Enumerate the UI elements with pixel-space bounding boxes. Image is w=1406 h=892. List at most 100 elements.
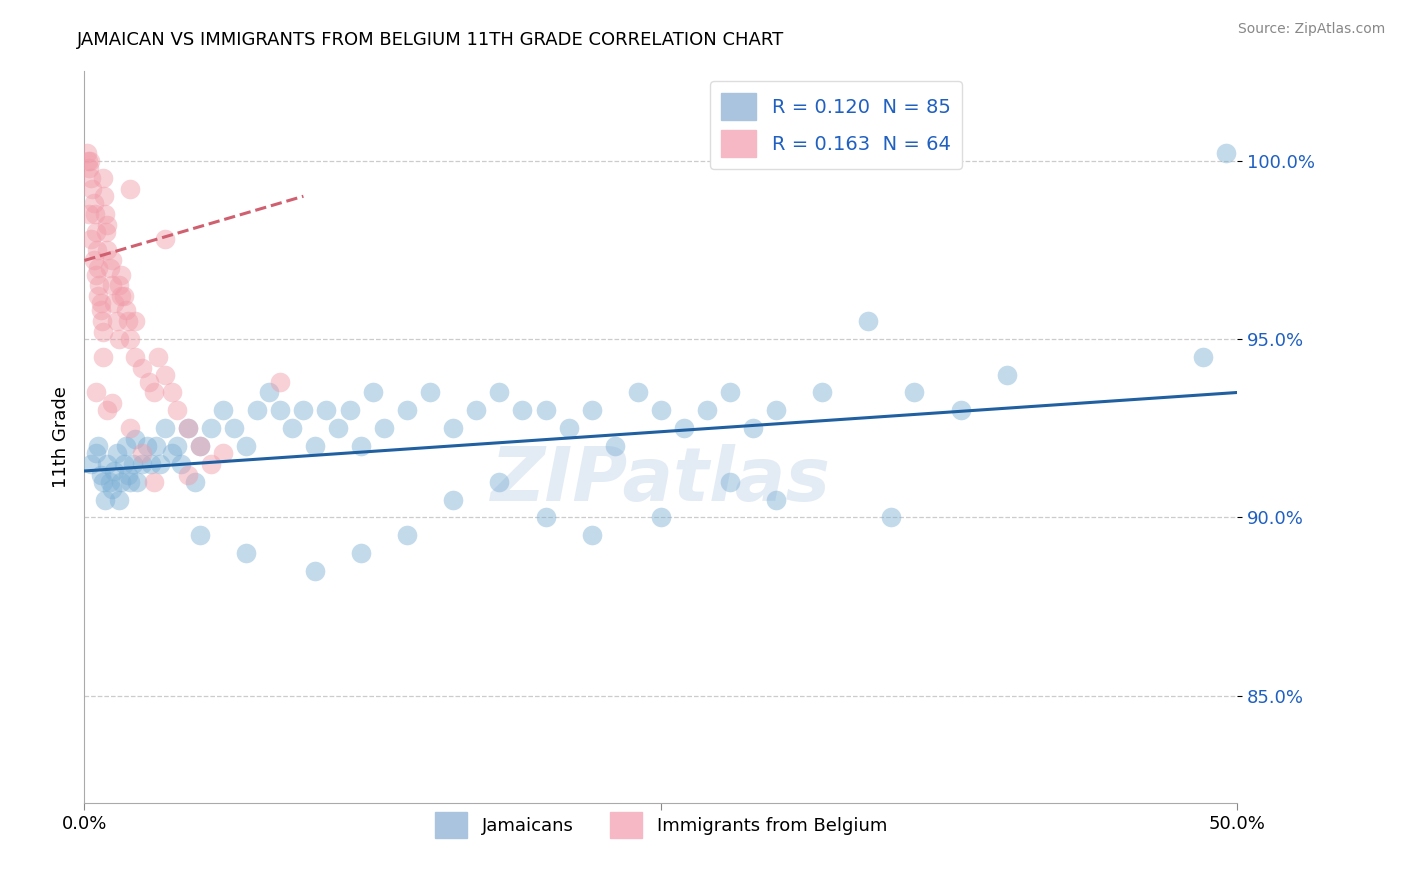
Point [138,375,160,389]
Point [124,350,146,364]
Point [142,385,165,400]
Text: Source: ZipAtlas.com: Source: ZipAtlas.com [1237,22,1385,37]
Point [101,396,124,410]
Point [120,332,142,346]
Point [718,385,741,400]
Point [718,475,741,489]
Point [94,207,117,221]
Point [246,403,269,417]
Point [650,403,672,417]
Point [112,457,135,471]
Point [488,475,510,489]
Point [149,457,172,471]
Point [339,403,361,417]
Point [98,475,121,489]
Point [534,510,557,524]
Point [76,146,98,161]
Point [77,161,100,175]
Point [96,218,118,232]
Point [96,243,118,257]
Point [304,439,326,453]
Point [103,464,125,478]
Point [170,457,193,471]
Point [87,260,110,275]
Point [105,314,128,328]
Point [603,439,626,453]
Point [83,196,105,211]
Point [110,289,132,303]
Point [361,385,384,400]
Point [103,296,125,310]
Point [1215,146,1237,161]
Point [696,403,718,417]
Point [765,492,787,507]
Point [581,403,603,417]
Point [112,289,135,303]
Point [131,457,153,471]
Point [89,296,111,310]
Point [534,403,557,417]
Point [211,446,233,460]
Point [101,482,124,496]
Point [93,189,115,203]
Point [465,403,488,417]
Point [153,421,176,435]
Point [110,475,132,489]
Point [160,385,183,400]
Point [83,207,105,221]
Point [184,475,207,489]
Point [108,332,131,346]
Point [257,385,280,400]
Point [101,278,124,293]
Point [91,171,114,186]
Point [96,225,118,239]
Point [98,260,121,275]
Point [127,475,149,489]
Point [80,457,103,471]
Point [115,303,138,318]
Point [153,368,176,382]
Text: JAMAICAN VS IMMIGRANTS FROM BELGIUM 11TH GRADE CORRELATION CHART: JAMAICAN VS IMMIGRANTS FROM BELGIUM 11TH… [77,31,785,49]
Point [80,171,103,186]
Point [108,278,131,293]
Point [269,375,291,389]
Point [87,439,110,453]
Legend: Jamaicans, Immigrants from Belgium: Jamaicans, Immigrants from Belgium [427,805,894,845]
Point [131,360,153,375]
Point [396,403,419,417]
Point [91,325,114,339]
Point [396,528,419,542]
Point [76,153,98,168]
Point [131,446,153,460]
Point [77,207,100,221]
Point [108,492,131,507]
Point [121,457,143,471]
Point [89,303,111,318]
Point [200,457,222,471]
Point [96,403,118,417]
Point [512,403,534,417]
Point [96,457,118,471]
Point [672,421,695,435]
Point [292,403,315,417]
Point [141,457,163,471]
Point [105,446,128,460]
Point [903,385,925,400]
Point [224,421,246,435]
Point [166,403,188,417]
Point [627,385,650,400]
Point [949,403,972,417]
Point [269,403,291,417]
Point [419,385,441,400]
Point [1191,350,1213,364]
Text: ZIPatlas: ZIPatlas [491,444,831,517]
Point [441,421,464,435]
Point [142,475,165,489]
Point [89,278,111,293]
Point [177,421,200,435]
Point [135,439,157,453]
Point [84,268,107,282]
Point [90,314,112,328]
Point [124,432,146,446]
Point [188,439,211,453]
